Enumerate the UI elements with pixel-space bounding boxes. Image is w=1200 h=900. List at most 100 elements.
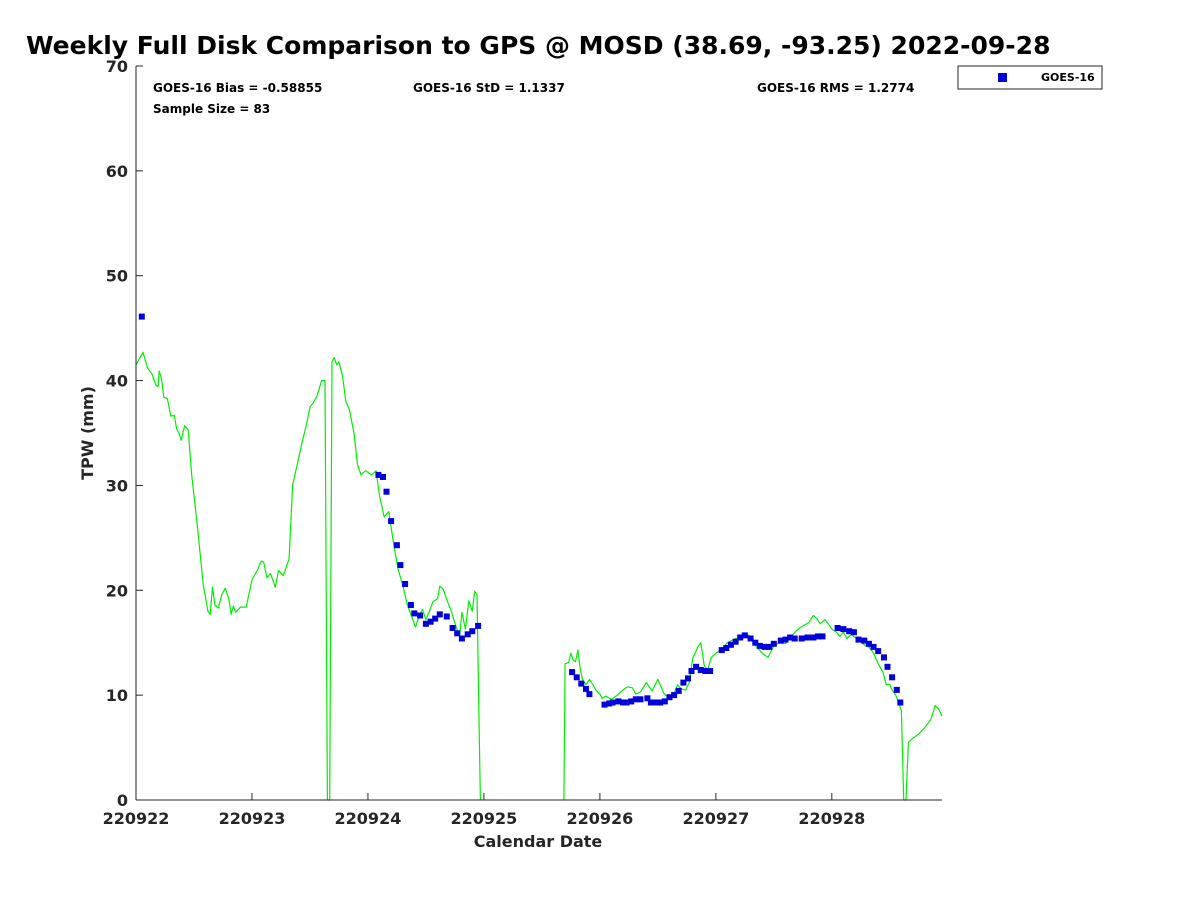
goes16-point	[819, 633, 826, 640]
x-tick-label: 220928	[798, 809, 865, 828]
y-tick-label: 50	[106, 267, 128, 286]
goes16-point	[666, 694, 673, 701]
goes16-point	[628, 698, 635, 705]
goes16-point	[417, 612, 424, 619]
goes16-point	[675, 687, 682, 694]
gps-line-segment	[135, 351, 481, 801]
goes16-point	[569, 669, 576, 676]
goes16-point	[623, 699, 630, 706]
goes16-point	[737, 634, 744, 641]
goes16-point	[889, 674, 896, 681]
x-axis-label: Calendar Date	[474, 832, 603, 851]
y-tick-label: 70	[106, 57, 128, 76]
goes16-point	[475, 622, 482, 629]
y-tick-label: 30	[106, 476, 128, 495]
goes16-point	[727, 641, 734, 648]
goes16-point	[443, 613, 450, 620]
goes16-point	[732, 638, 739, 645]
goes16-point	[752, 639, 759, 646]
goes16-point	[647, 699, 654, 706]
goes16-point	[777, 637, 784, 644]
legend-marker-goes16	[998, 73, 1007, 82]
stat-bias: GOES-16 Bias = -0.58855	[153, 81, 322, 95]
goes16-point	[586, 691, 593, 698]
goes16-point	[454, 630, 461, 637]
goes16-point	[606, 700, 613, 707]
goes16-point	[661, 698, 668, 705]
goes16-point	[723, 645, 730, 651]
legend-box	[957, 65, 1103, 90]
x-ticks: 220922 220923 220924 220925 220926 220927 2209…	[103, 793, 865, 828]
goes16-point	[865, 640, 872, 647]
stat-sample-size: Sample Size = 83	[153, 102, 270, 116]
goes16-point	[718, 647, 725, 654]
goes16-point	[870, 643, 877, 650]
goes16-point	[578, 680, 585, 687]
y-axis-label: TPW (mm)	[78, 386, 97, 480]
goes16-point	[449, 625, 456, 631]
x-tick-label: 220926	[566, 809, 633, 828]
goes16-point	[680, 679, 687, 686]
legend-label-goes16: GOES-16	[1041, 71, 1095, 84]
goes16-point	[407, 602, 414, 608]
goes16-point	[893, 686, 900, 693]
goes16-point	[747, 635, 754, 642]
goes16-point	[855, 636, 862, 643]
goes16-point	[458, 635, 465, 642]
y-tick-label: 20	[106, 581, 128, 600]
goes16-point	[688, 668, 695, 674]
goes16-point	[671, 692, 678, 699]
goes16-point	[583, 685, 589, 692]
y-ticks: 0 10 20 30 40 50 60 70	[106, 57, 143, 810]
goes16-point	[402, 581, 409, 587]
goes16-point	[388, 518, 395, 525]
goes16-point	[697, 667, 704, 673]
goes16-point	[840, 626, 847, 633]
y-tick-label: 60	[106, 162, 128, 181]
goes16-point	[432, 615, 439, 622]
goes16-point	[397, 562, 404, 569]
goes16-point	[791, 635, 798, 642]
goes16-point	[846, 628, 853, 635]
goes16-point	[573, 674, 580, 681]
x-tick-label: 220922	[103, 809, 170, 828]
goes16-point	[782, 636, 789, 643]
stat-rms: GOES-16 RMS = 1.2774	[757, 81, 914, 95]
x-tick-label: 220924	[335, 809, 402, 828]
goes16-point	[741, 632, 748, 639]
goes16-point	[383, 488, 390, 495]
goes16-point	[411, 610, 418, 617]
goes16-point	[814, 633, 821, 640]
chart-title: Weekly Full Disk Comparison to GPS @ MOS…	[26, 31, 1050, 60]
goes16-point	[615, 698, 622, 705]
goes16-point	[657, 699, 664, 706]
goes16-point	[620, 699, 627, 706]
goes16-point	[770, 640, 777, 647]
goes16-point	[380, 474, 386, 480]
goes16-point	[693, 663, 700, 670]
goes16-point	[884, 663, 891, 670]
goes16-point	[702, 668, 709, 674]
plot-frame	[136, 66, 942, 800]
goes16-point	[375, 471, 382, 478]
goes16-point	[632, 696, 639, 703]
goes16-point	[652, 699, 659, 706]
goes16-point	[834, 625, 841, 631]
x-tick-label: 220923	[219, 809, 286, 828]
goes16-point	[427, 618, 434, 625]
goes16-point	[469, 628, 476, 635]
goes16-point	[609, 699, 616, 706]
x-tick-label: 220925	[451, 809, 518, 828]
goes16-point	[766, 643, 773, 650]
goes16-point	[436, 611, 443, 618]
goes16-point	[601, 701, 608, 708]
y-tick-label: 10	[106, 686, 128, 705]
goes16-point	[393, 542, 400, 549]
goes16-point	[804, 634, 811, 641]
goes16-point	[756, 642, 763, 649]
y-tick-label: 40	[106, 372, 128, 391]
goes16-point	[138, 313, 145, 320]
x-tick-label: 220927	[682, 809, 749, 828]
goes16-point	[422, 620, 429, 627]
